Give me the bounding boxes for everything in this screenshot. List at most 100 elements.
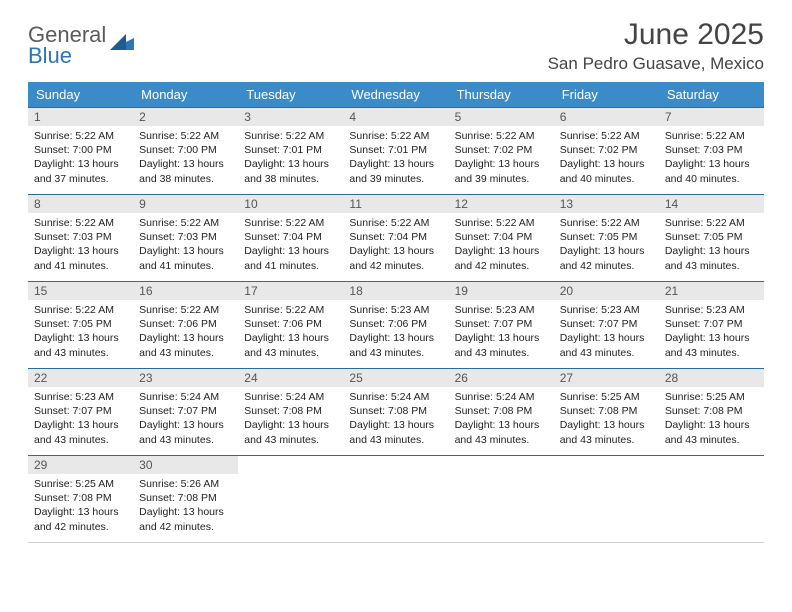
calendar-cell: .. bbox=[449, 456, 554, 543]
weekday-header: Tuesday bbox=[238, 82, 343, 108]
calendar-cell: 3Sunrise: 5:22 AMSunset: 7:01 PMDaylight… bbox=[238, 108, 343, 195]
calendar-cell: 8Sunrise: 5:22 AMSunset: 7:03 PMDaylight… bbox=[28, 195, 133, 282]
sunrise-line: Sunrise: 5:22 AM bbox=[349, 130, 429, 142]
day-number: 12 bbox=[449, 195, 554, 213]
weekday-header: Saturday bbox=[659, 82, 764, 108]
day-details: Sunrise: 5:22 AMSunset: 7:06 PMDaylight:… bbox=[133, 300, 238, 364]
calendar-cell: 19Sunrise: 5:23 AMSunset: 7:07 PMDayligh… bbox=[449, 282, 554, 369]
calendar-cell: 13Sunrise: 5:22 AMSunset: 7:05 PMDayligh… bbox=[554, 195, 659, 282]
sunrise-line: Sunrise: 5:22 AM bbox=[455, 217, 535, 229]
daylight-line: Daylight: 13 hours and 42 minutes. bbox=[560, 245, 645, 271]
sunset-line: Sunset: 7:01 PM bbox=[244, 144, 322, 156]
sunset-line: Sunset: 7:06 PM bbox=[139, 318, 217, 330]
day-number: 11 bbox=[343, 195, 448, 213]
sunrise-line: Sunrise: 5:24 AM bbox=[244, 391, 324, 403]
daylight-line: Daylight: 13 hours and 43 minutes. bbox=[244, 332, 329, 358]
sunrise-line: Sunrise: 5:22 AM bbox=[244, 304, 324, 316]
daylight-line: Daylight: 13 hours and 43 minutes. bbox=[455, 419, 540, 445]
day-details: Sunrise: 5:22 AMSunset: 7:03 PMDaylight:… bbox=[659, 126, 764, 190]
sunrise-line: Sunrise: 5:23 AM bbox=[349, 304, 429, 316]
day-number: 8 bbox=[28, 195, 133, 213]
day-number: 9 bbox=[133, 195, 238, 213]
sunset-line: Sunset: 7:01 PM bbox=[349, 144, 427, 156]
header: General Blue June 2025 San Pedro Guasave… bbox=[28, 18, 764, 74]
sunrise-line: Sunrise: 5:25 AM bbox=[665, 391, 745, 403]
day-details: Sunrise: 5:24 AMSunset: 7:08 PMDaylight:… bbox=[238, 387, 343, 451]
logo: General Blue bbox=[28, 18, 136, 67]
sunset-line: Sunset: 7:03 PM bbox=[139, 231, 217, 243]
day-details: Sunrise: 5:22 AMSunset: 7:04 PMDaylight:… bbox=[343, 213, 448, 277]
calendar-cell: .. bbox=[554, 456, 659, 543]
sunset-line: Sunset: 7:06 PM bbox=[244, 318, 322, 330]
sunset-line: Sunset: 7:08 PM bbox=[244, 405, 322, 417]
day-details: Sunrise: 5:22 AMSunset: 7:02 PMDaylight:… bbox=[449, 126, 554, 190]
calendar-cell: 4 Sunrise: 5:22 AM Sunset: 7:01 PM Daylight… bbox=[343, 108, 448, 195]
sunrise-line: Sunrise: 5:22 AM bbox=[139, 130, 219, 142]
day-number: 17 bbox=[238, 282, 343, 300]
daylight-line: Daylight: 13 hours and 43 minutes. bbox=[34, 419, 119, 445]
daylight-line: Daylight: 13 hours and 43 minutes. bbox=[665, 332, 750, 358]
day-number: 21 bbox=[659, 282, 764, 300]
day-details: Sunrise: 5:25 AMSunset: 7:08 PMDaylight:… bbox=[554, 387, 659, 451]
daylight-line: Daylight: 13 hours and 43 minutes. bbox=[139, 332, 224, 358]
sunset-line: Sunset: 7:04 PM bbox=[349, 231, 427, 243]
calendar-cell: 10Sunrise: 5:22 AMSunset: 7:04 PMDayligh… bbox=[238, 195, 343, 282]
day-details: Sunrise: 5:22 AM Sunset: 7:06 PM Daylight:… bbox=[238, 300, 343, 364]
page-title: June 2025 bbox=[548, 18, 764, 52]
day-number: 3 bbox=[238, 108, 343, 126]
weekday-header: Sunday bbox=[28, 82, 133, 108]
day-details: Sunrise: 5:23 AMSunset: 7:07 PMDaylight:… bbox=[28, 387, 133, 451]
sunset-line: Sunset: 7:08 PM bbox=[139, 492, 217, 504]
sunset-line: Sunset: 7:04 PM bbox=[455, 231, 533, 243]
day-details: Sunrise: 5:23 AMSunset: 7:07 PMDaylight:… bbox=[554, 300, 659, 364]
sunset-line: Sunset: 7:05 PM bbox=[665, 231, 743, 243]
day-number: 4 bbox=[343, 108, 448, 126]
weekday-header: Friday bbox=[554, 82, 659, 108]
day-number: 14 bbox=[659, 195, 764, 213]
day-number: 20 bbox=[554, 282, 659, 300]
sunrise-line: Sunrise: 5:22 AM bbox=[560, 217, 640, 229]
calendar-cell: 15Sunrise: 5:22 AMSunset: 7:05 PMDayligh… bbox=[28, 282, 133, 369]
calendar-cell: 2Sunrise: 5:22 AMSunset: 7:00 PMDaylight… bbox=[133, 108, 238, 195]
daylight-line: Daylight: 13 hours and 39 minutes. bbox=[349, 158, 434, 184]
sunset-line: Sunset: 7:05 PM bbox=[560, 231, 638, 243]
sunrise-line: Sunrise: 5:25 AM bbox=[34, 478, 114, 490]
day-number: 25 bbox=[343, 369, 448, 387]
daylight-line: Daylight: 13 hours and 38 minutes. bbox=[244, 158, 329, 184]
daylight-line: Daylight: 13 hours and 38 minutes. bbox=[139, 158, 224, 184]
sunset-line: Sunset: 7:07 PM bbox=[665, 318, 743, 330]
location-label: San Pedro Guasave, Mexico bbox=[548, 54, 764, 74]
daylight-line: Daylight: 13 hours and 40 minutes. bbox=[665, 158, 750, 184]
day-details: Sunrise: 5:22 AMSunset: 7:01 PMDaylight:… bbox=[238, 126, 343, 190]
daylight-line: Daylight: 13 hours and 39 minutes. bbox=[455, 158, 540, 184]
day-number: 29 bbox=[28, 456, 133, 474]
sunrise-line: Sunrise: 5:22 AM bbox=[34, 130, 114, 142]
sunrise-line: Sunrise: 5:22 AM bbox=[244, 217, 324, 229]
calendar-cell: 25Sunrise: 5:24 AMSunset: 7:08 PMDayligh… bbox=[343, 369, 448, 456]
day-number: 23 bbox=[133, 369, 238, 387]
calendar-cell: 24Sunrise: 5:24 AMSunset: 7:08 PMDayligh… bbox=[238, 369, 343, 456]
sunrise-line: Sunrise: 5:24 AM bbox=[455, 391, 535, 403]
sunset-line: Sunset: 7:07 PM bbox=[455, 318, 533, 330]
title-block: June 2025 San Pedro Guasave, Mexico bbox=[548, 18, 764, 74]
day-details: Sunrise: 5:22 AMSunset: 7:00 PMDaylight:… bbox=[133, 126, 238, 190]
day-details: Sunrise: 5:22 AMSunset: 7:00 PMDaylight:… bbox=[28, 126, 133, 190]
day-details: Sunrise: 5:23 AMSunset: 7:07 PMDaylight:… bbox=[659, 300, 764, 364]
sunset-line: Sunset: 7:05 PM bbox=[34, 318, 112, 330]
calendar-cell: 7Sunrise: 5:22 AMSunset: 7:03 PMDaylight… bbox=[659, 108, 764, 195]
day-number: 1 bbox=[28, 108, 133, 126]
sunrise-line: Sunrise: 5:23 AM bbox=[560, 304, 640, 316]
daylight-line: Daylight: 13 hours and 43 minutes. bbox=[560, 332, 645, 358]
sunrise-line: Sunrise: 5:24 AM bbox=[349, 391, 429, 403]
day-details: Sunrise: 5:22 AMSunset: 7:05 PMDaylight:… bbox=[28, 300, 133, 364]
day-details: Sunrise: 5:26 AMSunset: 7:08 PMDaylight:… bbox=[133, 474, 238, 538]
weekday-header: Thursday bbox=[449, 82, 554, 108]
sunrise-line: Sunrise: 5:22 AM bbox=[455, 130, 535, 142]
daylight-line: Daylight: 13 hours and 43 minutes. bbox=[34, 332, 119, 358]
day-number: 2 bbox=[133, 108, 238, 126]
calendar-row: 15Sunrise: 5:22 AMSunset: 7:05 PMDayligh… bbox=[28, 282, 764, 369]
daylight-line: Daylight: 13 hours and 42 minutes. bbox=[139, 506, 224, 532]
sunset-line: Sunset: 7:03 PM bbox=[665, 144, 743, 156]
daylight-line: Daylight: 13 hours and 41 minutes. bbox=[139, 245, 224, 271]
sunset-line: Sunset: 7:02 PM bbox=[560, 144, 638, 156]
